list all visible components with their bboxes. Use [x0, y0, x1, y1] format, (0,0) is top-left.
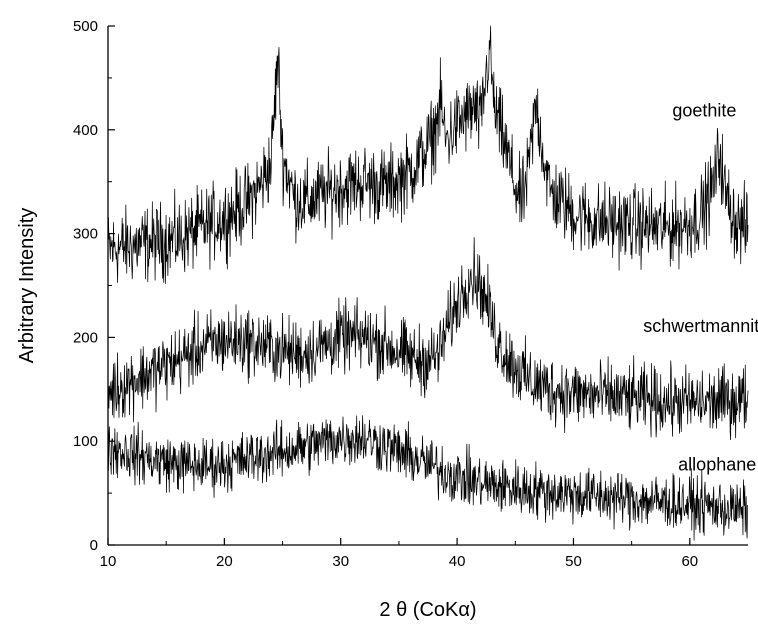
series-label-goethite: goethite: [672, 100, 736, 120]
x-tick-label: 20: [216, 553, 233, 570]
series-label-schwertmannite: schwertmannite: [643, 316, 758, 336]
series-line-allophane: [107, 415, 749, 541]
y-tick-label: 100: [73, 433, 98, 450]
y-tick-label: 500: [73, 18, 98, 35]
x-tick-label: 60: [681, 553, 698, 570]
x-tick-label: 10: [100, 553, 117, 570]
y-tick-label: 400: [73, 122, 98, 139]
y-axis-title: Arbitrary Intensity: [16, 208, 38, 364]
y-tick-label: 0: [90, 537, 98, 554]
series-label-allophane: allophane: [678, 454, 756, 474]
x-tick-label: 40: [449, 553, 466, 570]
series-line-schwertmannite: [107, 237, 749, 441]
ticks: 10 20 30 40 50 60 0 100 200 300 400 500: [73, 18, 698, 570]
series-layer: goethite schwertmannite allophane: [107, 25, 758, 541]
y-tick-label: 200: [73, 329, 98, 346]
y-tick-label: 300: [73, 226, 98, 243]
series-line-goethite: [107, 25, 749, 284]
x-axis-title: 2 θ (CoKα): [379, 599, 476, 621]
x-tick-label: 30: [332, 553, 349, 570]
x-tick-label: 50: [565, 553, 582, 570]
